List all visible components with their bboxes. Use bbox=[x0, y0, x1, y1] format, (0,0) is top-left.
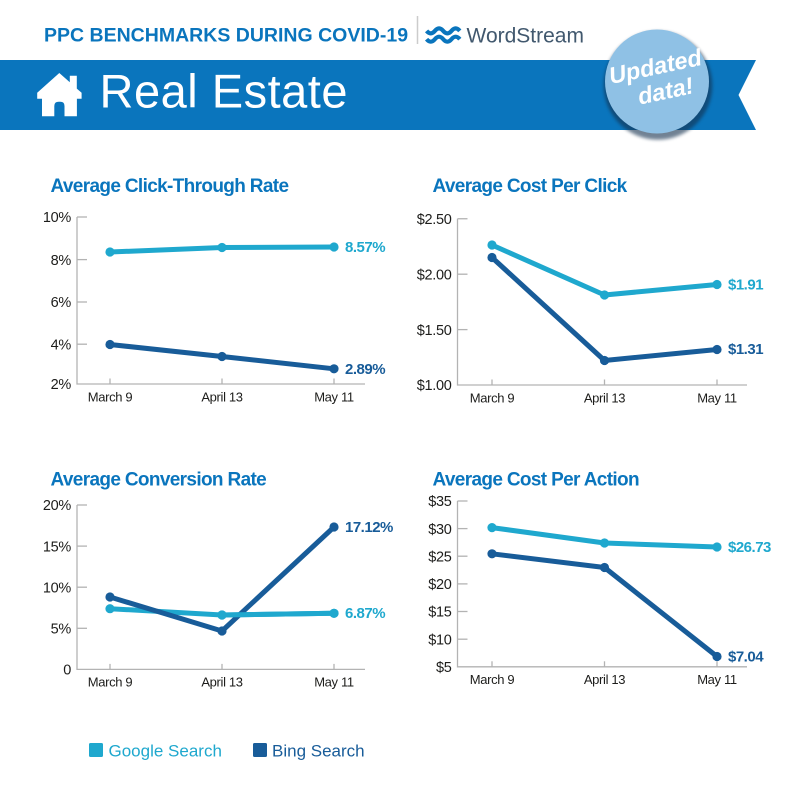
svg-text:May 11: May 11 bbox=[697, 390, 737, 405]
svg-text:$10: $10 bbox=[428, 632, 452, 648]
svg-text:$15: $15 bbox=[428, 605, 452, 621]
svg-text:April 13: April 13 bbox=[201, 675, 242, 690]
svg-text:Average Conversion Rate: Average Conversion Rate bbox=[51, 470, 267, 491]
svg-text:20%: 20% bbox=[43, 498, 72, 514]
svg-text:$1.00: $1.00 bbox=[417, 378, 452, 394]
svg-text:PPC BENCHMARKS DURING COVID-19: PPC BENCHMARKS DURING COVID-19 bbox=[44, 24, 408, 46]
svg-text:$2.50: $2.50 bbox=[417, 212, 452, 228]
svg-text:March 9: March 9 bbox=[470, 390, 515, 405]
svg-text:$25: $25 bbox=[428, 549, 452, 565]
svg-text:Bing Search: Bing Search bbox=[272, 742, 365, 761]
svg-text:April 13: April 13 bbox=[201, 389, 242, 404]
svg-text:May 11: May 11 bbox=[697, 672, 737, 687]
svg-text:$35: $35 bbox=[428, 494, 452, 510]
svg-text:Average Click-Through Rate: Average Click-Through Rate bbox=[51, 176, 289, 197]
svg-text:April 13: April 13 bbox=[584, 672, 625, 687]
svg-text:$2.00: $2.00 bbox=[417, 267, 452, 283]
svg-text:15%: 15% bbox=[43, 539, 72, 555]
svg-text:April 13: April 13 bbox=[584, 390, 625, 405]
svg-text:0: 0 bbox=[63, 663, 71, 679]
svg-text:$7.04: $7.04 bbox=[728, 649, 764, 666]
svg-text:May 11: May 11 bbox=[314, 675, 354, 690]
svg-text:Google Search: Google Search bbox=[109, 742, 222, 761]
svg-text:2%: 2% bbox=[51, 377, 72, 393]
svg-text:$5: $5 bbox=[436, 660, 452, 676]
svg-text:$30: $30 bbox=[428, 522, 452, 538]
svg-text:Real Estate: Real Estate bbox=[100, 65, 348, 118]
svg-text:$1.31: $1.31 bbox=[728, 341, 763, 358]
svg-text:$26.73: $26.73 bbox=[728, 539, 771, 556]
svg-text:March 9: March 9 bbox=[88, 389, 133, 404]
svg-text:WordStream: WordStream bbox=[467, 25, 584, 48]
svg-text:17.12%: 17.12% bbox=[345, 519, 393, 536]
svg-text:$1.50: $1.50 bbox=[417, 323, 452, 339]
svg-text:10%: 10% bbox=[43, 210, 72, 226]
svg-text:$1.91: $1.91 bbox=[728, 277, 763, 294]
svg-text:6%: 6% bbox=[51, 295, 72, 311]
svg-text:May 11: May 11 bbox=[314, 389, 354, 404]
svg-text:March 9: March 9 bbox=[88, 675, 133, 690]
svg-text:5%: 5% bbox=[51, 622, 72, 638]
svg-text:$20: $20 bbox=[428, 577, 452, 593]
svg-text:8%: 8% bbox=[51, 253, 72, 269]
svg-text:March 9: March 9 bbox=[470, 672, 515, 687]
svg-text:4%: 4% bbox=[51, 337, 72, 353]
svg-text:10%: 10% bbox=[43, 580, 72, 596]
svg-text:Average Cost Per Click: Average Cost Per Click bbox=[433, 176, 628, 197]
svg-text:6.87%: 6.87% bbox=[345, 605, 385, 622]
svg-text:2.89%: 2.89% bbox=[345, 361, 385, 378]
svg-text:8.57%: 8.57% bbox=[345, 239, 385, 256]
svg-text:Average Cost Per Action: Average Cost Per Action bbox=[433, 470, 639, 491]
